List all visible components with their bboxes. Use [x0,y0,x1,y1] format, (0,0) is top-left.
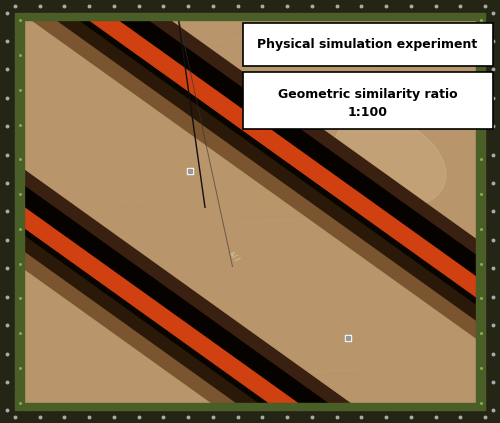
Polygon shape [52,0,500,321]
Polygon shape [0,189,328,423]
Text: Geometric similarity ratio
1:100: Geometric similarity ratio 1:100 [278,88,458,119]
Polygon shape [4,0,500,355]
Polygon shape [122,0,500,271]
Polygon shape [62,0,500,314]
Polygon shape [29,0,500,337]
Text: Physical simulation experiment: Physical simulation experiment [258,38,478,51]
Bar [0,0,500,13]
FancyBboxPatch shape [242,72,492,129]
Polygon shape [0,210,298,423]
Ellipse shape [334,116,446,206]
Bar [0,410,500,423]
Polygon shape [0,217,288,423]
Bar [15,403,485,410]
Bar [476,20,485,403]
Polygon shape [0,233,265,423]
Bar [485,0,500,423]
FancyBboxPatch shape [242,23,492,66]
Text: 4//: 4// [228,250,241,263]
Polygon shape [92,0,500,292]
Bar [15,20,24,403]
Polygon shape [0,153,378,423]
Polygon shape [0,167,358,423]
Bar [15,13,485,20]
Bar [0,0,15,423]
